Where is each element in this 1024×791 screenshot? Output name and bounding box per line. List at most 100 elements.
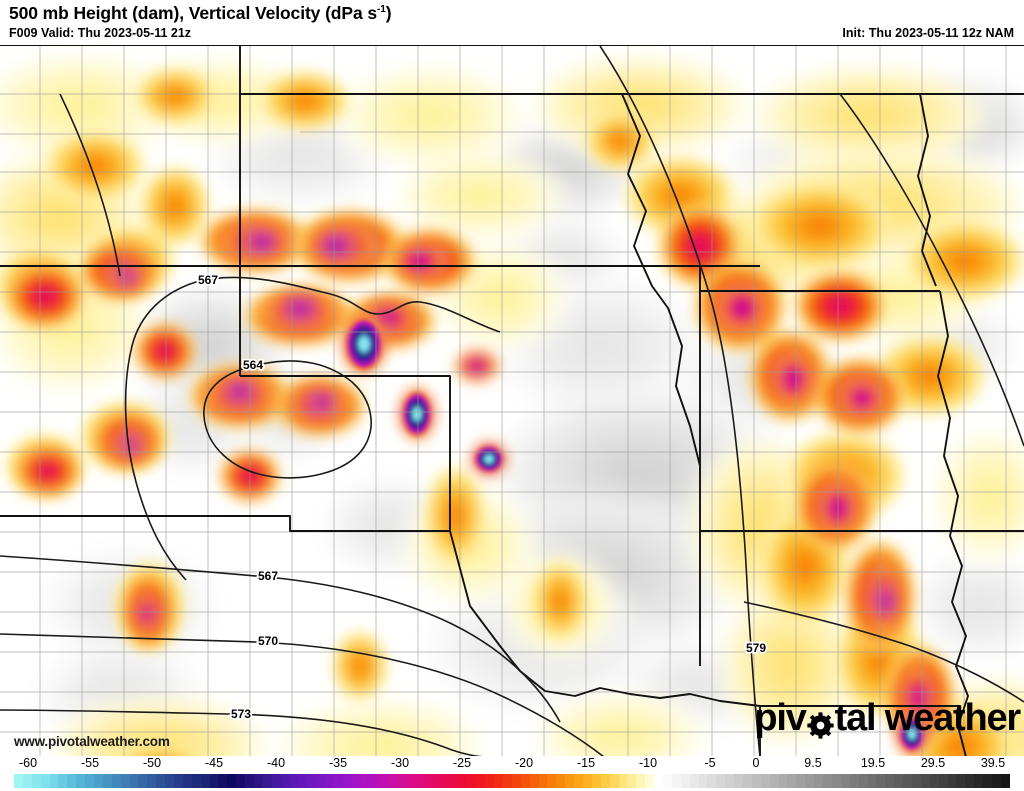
colorbar-cell <box>663 774 672 788</box>
colorbar-cell <box>449 774 459 788</box>
page-title-exponent: -1 <box>377 4 386 16</box>
colorbar-cell <box>520 774 530 788</box>
colorbar-cell <box>494 774 503 788</box>
county-borders <box>0 46 1024 757</box>
colorbar-cell <box>618 774 628 788</box>
contour-label-564: 564 <box>243 358 263 372</box>
colorbar-cell <box>191 774 201 788</box>
colorbar-cell <box>743 774 752 788</box>
colorbar-tick: -45 <box>204 756 224 770</box>
colorbar-tick: -15 <box>576 756 596 770</box>
colorbar-cell <box>911 774 921 788</box>
page-title-tail: ) <box>385 3 392 23</box>
colorbar-cell <box>778 774 788 788</box>
colorbar-cell <box>67 774 77 788</box>
colorbar-tick: -50 <box>142 756 162 770</box>
colorbar-cell <box>983 774 992 788</box>
colorbar-cell <box>903 774 912 788</box>
colorbar-cell <box>22 774 32 788</box>
strong-ascent-core-1 <box>345 317 383 371</box>
contour-label-579: 579 <box>746 641 766 655</box>
colorbar-tick: -60 <box>18 756 38 770</box>
contour-label-570: 570 <box>258 634 278 648</box>
colorbar-cell <box>894 774 904 788</box>
colorbar-gradient-strip[interactable] <box>14 774 1010 788</box>
colorbar-cell <box>645 774 655 788</box>
colorbar-cell <box>138 774 148 788</box>
colorbar-cell <box>734 774 744 788</box>
colorbar-cell <box>102 774 112 788</box>
colorbar-tick: -5 <box>704 756 716 770</box>
colorbar-cell <box>120 774 130 788</box>
colorbar-cell <box>796 774 806 788</box>
colorbar-cell <box>111 774 121 788</box>
colorbar-cell <box>805 774 815 788</box>
colorbar-cell <box>867 774 877 788</box>
colorbar-cell <box>271 774 281 788</box>
colorbar-cell <box>40 774 50 788</box>
colorbar-cell <box>858 774 868 788</box>
weather-map-svg[interactable]: 567 564 567 570 573 576 579 <box>0 46 1024 757</box>
site-url-watermark: www.pivotalweather.com <box>14 734 170 749</box>
model-init-time: Init: Thu 2023-05-11 12z NAM <box>842 26 1014 40</box>
colorbar-cell <box>689 774 699 788</box>
logo-text-pre: piv <box>754 697 807 739</box>
colorbar-cell <box>307 774 317 788</box>
colorbar-cell <box>49 774 59 788</box>
strong-ascent-core-2 <box>402 391 432 437</box>
colorbar-cell <box>680 774 690 788</box>
forecast-valid-time: F009 Valid: Thu 2023-05-11 21z <box>9 26 192 40</box>
colorbar-cell <box>725 774 735 788</box>
colorbar-cell <box>511 774 521 788</box>
colorbar-cell <box>547 774 557 788</box>
pivotal-weather-logo: piv <box>754 697 1022 739</box>
colorbar-cell <box>316 774 326 788</box>
colorbar-cell <box>31 774 41 788</box>
colorbar-cell <box>1000 774 1010 788</box>
colorbar-cell <box>262 774 272 788</box>
colorbar-cell <box>245 774 255 788</box>
colorbar-cell <box>458 774 468 788</box>
colorbar-cell <box>600 774 610 788</box>
logo-text-post: tal weather <box>834 697 1022 739</box>
colorbar-tick: -40 <box>266 756 286 770</box>
colorbar-cell <box>840 774 850 788</box>
colorbar-cell <box>849 774 859 788</box>
state-borders <box>0 46 1024 757</box>
colorbar-tick: -30 <box>390 756 410 770</box>
colorbar-cell <box>174 774 183 788</box>
colorbar-cell <box>671 774 681 788</box>
colorbar-cell <box>938 774 948 788</box>
colorbar-cell <box>574 774 583 788</box>
colorbar-cell <box>885 774 895 788</box>
contour-label-567-north: 567 <box>198 273 218 287</box>
colorbar-tick: 19.5 <box>860 756 886 770</box>
colorbar-cell <box>422 774 432 788</box>
colorbar-cell <box>129 774 139 788</box>
colorbar-cell <box>698 774 708 788</box>
colorbar-cell <box>58 774 68 788</box>
colorbar-cell <box>147 774 157 788</box>
contour-label-567-south: 567 <box>258 569 278 583</box>
colorbar-cell <box>227 774 237 788</box>
colorbar[interactable]: -60 -55 -50 -45 -40 -35 -30 -25 -20 -15 -10 -5 0 9.5 1… <box>0 756 1024 791</box>
colorbar-cell <box>378 774 388 788</box>
colorbar-tick: -35 <box>328 756 348 770</box>
colorbar-cell <box>956 774 966 788</box>
colorbar-cell <box>929 774 939 788</box>
colorbar-cell <box>609 774 619 788</box>
map-canvas[interactable]: 567 564 567 570 573 576 579 <box>0 45 1024 757</box>
colorbar-tick: -55 <box>80 756 100 770</box>
colorbar-cell <box>431 774 441 788</box>
colorbar-cell <box>342 774 352 788</box>
strong-ascent-core-4 <box>899 716 925 752</box>
colorbar-cell <box>769 774 779 788</box>
height-contour-lines <box>0 46 1024 757</box>
colorbar-cell <box>209 774 219 788</box>
colorbar-cell <box>636 774 646 788</box>
colorbar-cell <box>591 774 601 788</box>
colorbar-cell <box>876 774 886 788</box>
strong-ascent-core-3 <box>474 445 504 473</box>
colorbar-cell <box>965 774 975 788</box>
